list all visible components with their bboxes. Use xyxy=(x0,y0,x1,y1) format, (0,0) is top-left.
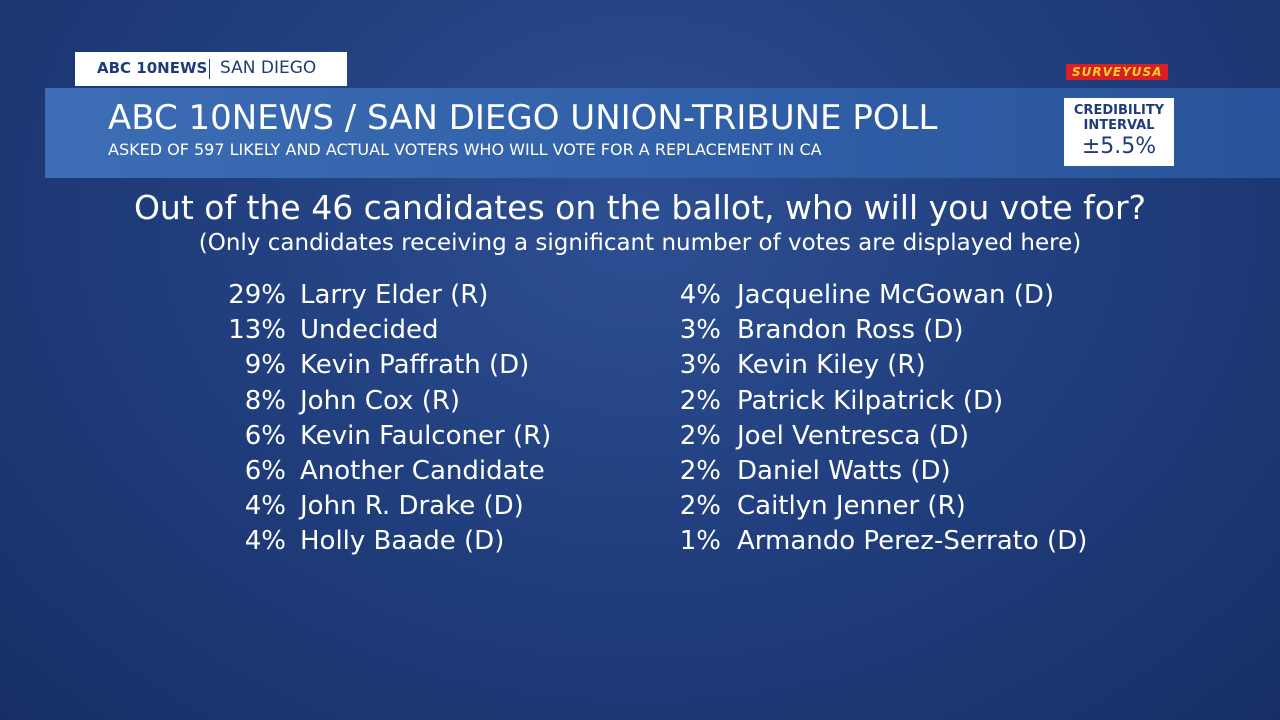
station-tab: ABC 10NEWS SAN DIEGO xyxy=(75,52,347,86)
question: Out of the 46 candidates on the ballot, … xyxy=(133,188,1147,227)
candidate-name: Holly Baade (D) xyxy=(300,526,505,557)
percent: 8% xyxy=(244,385,286,416)
separator xyxy=(209,59,210,79)
credibility-value: ±5.5% xyxy=(1081,134,1157,159)
percent: 9% xyxy=(244,350,286,381)
percent: 3% xyxy=(679,315,721,346)
percent: 2% xyxy=(679,420,721,451)
percent: 2% xyxy=(679,491,721,522)
percent: 13% xyxy=(228,315,286,346)
subtitle: ASKED OF 597 LIKELY AND ACTUAL VOTERS WH… xyxy=(108,140,822,159)
candidate-name: Patrick Kilpatrick (D) xyxy=(737,385,1004,416)
percent: 2% xyxy=(679,385,721,416)
pollster-logo: SURVEYUSA xyxy=(1066,64,1169,80)
title: ABC 10NEWS / SAN DIEGO UNION-TRIBUNE POL… xyxy=(108,98,938,138)
credibility-label: CREDIBILITY xyxy=(1073,103,1165,118)
credibility-box: CREDIBILITY INTERVAL ±5.5% xyxy=(1064,98,1174,166)
candidate-name: Kevin Paffrath (D) xyxy=(300,350,530,381)
candidate-name: Undecided xyxy=(300,315,439,346)
candidate-name: Another Candidate xyxy=(300,456,545,486)
percent: 4% xyxy=(244,526,286,557)
percent: 6% xyxy=(244,456,286,486)
percent: 3% xyxy=(679,350,721,381)
station: ABC 10NEWS xyxy=(97,59,208,77)
percent: 6% xyxy=(244,420,286,451)
candidate-name: Brandon Ross (D) xyxy=(737,315,964,346)
candidate-name: John Cox (R) xyxy=(300,385,461,416)
percent: 4% xyxy=(244,491,286,522)
candidate-name: Larry Elder (R) xyxy=(300,280,489,310)
candidate-name: Kevin Faulconer (R) xyxy=(300,420,552,451)
percent: 2% xyxy=(679,456,721,486)
percent: 29% xyxy=(228,280,286,310)
percent: 1% xyxy=(679,526,721,557)
candidate-name: Joel Ventresca (D) xyxy=(737,420,969,451)
credibility-label: INTERVAL xyxy=(1083,118,1155,133)
note: (Only candidates receiving a significant… xyxy=(198,230,1082,256)
candidate-name: Daniel Watts (D) xyxy=(737,456,951,486)
location: SAN DIEGO xyxy=(220,58,317,78)
percent: 4% xyxy=(679,280,721,310)
candidate-name: Armando Perez-Serrato (D) xyxy=(737,526,1088,557)
candidate-name: John R. Drake (D) xyxy=(300,491,524,522)
candidate-name: Kevin Kiley (R) xyxy=(737,350,926,381)
candidate-name: Jacqueline McGowan (D) xyxy=(737,280,1055,310)
candidate-name: Caitlyn Jenner (R) xyxy=(737,491,966,522)
